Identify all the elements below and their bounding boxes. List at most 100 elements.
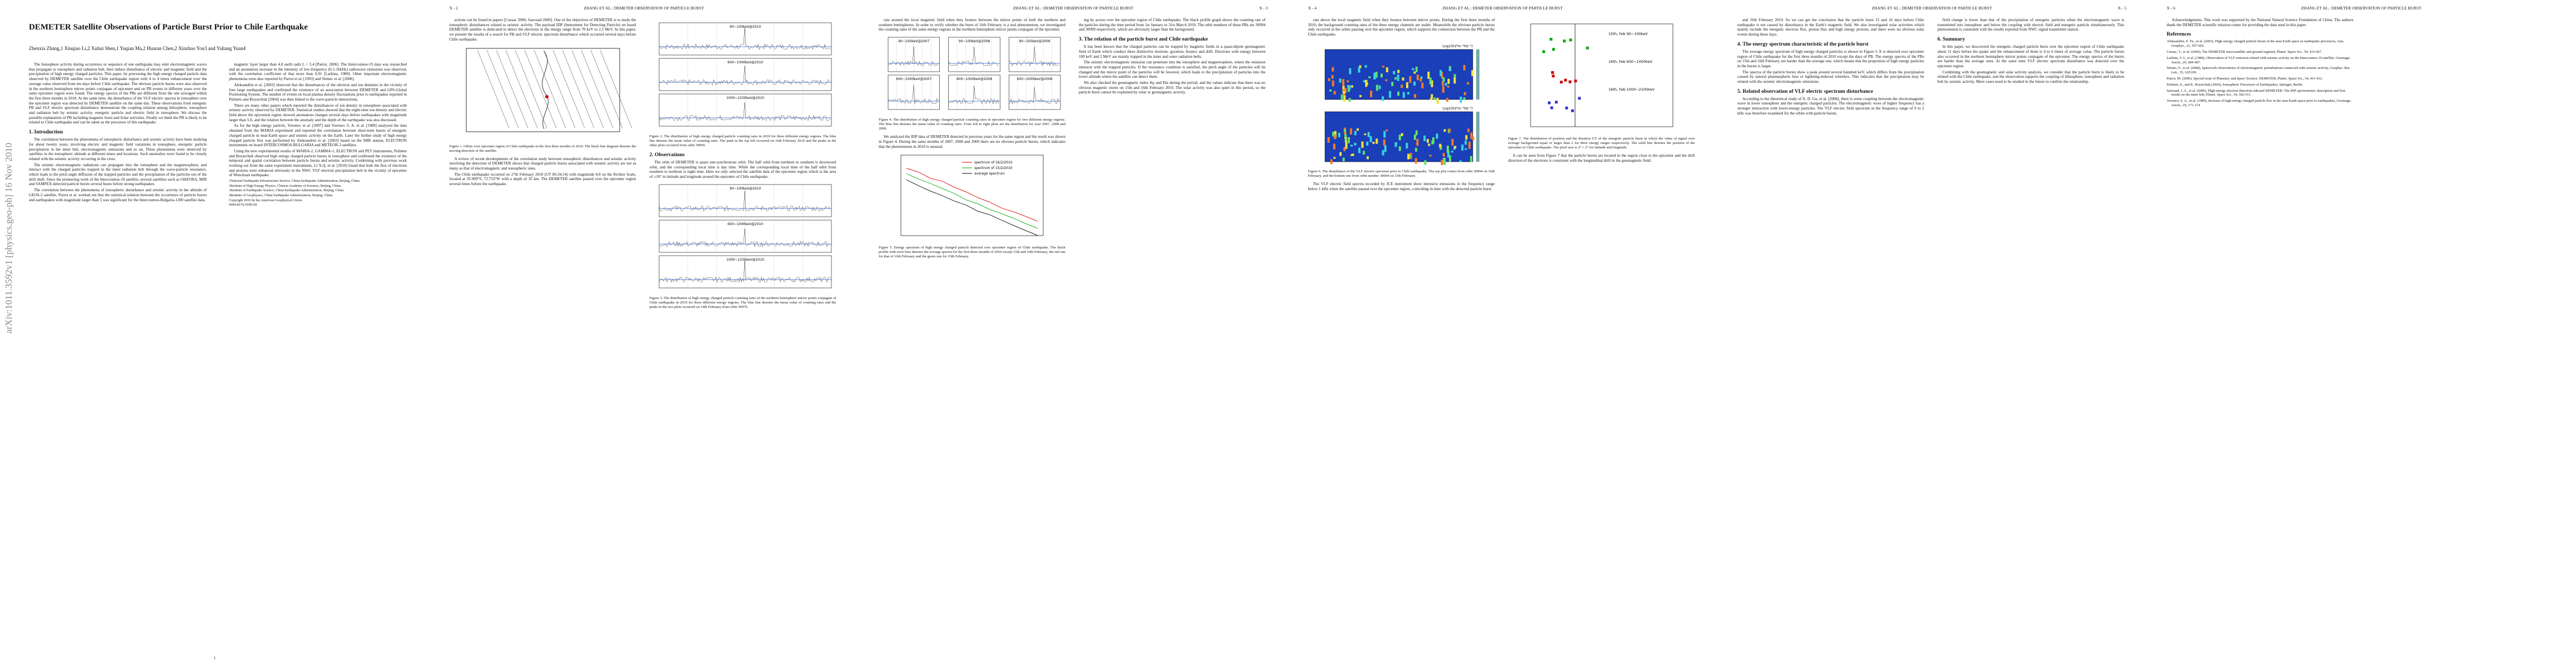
count-rate [659,260,830,283]
figure: 90~100keV@2007 90~100keV@2008 90~100keV@20… [879,36,1065,131]
figure: Log10(V²m⁻²Hz⁻¹) Log10(V²m⁻²Hz⁻¹) Figure 6… [1308,41,1495,178]
paragraph: actions can be found in papers [Cussac 2… [449,18,636,42]
spectrogram-cell [1442,153,1445,157]
count-rate [659,190,830,212]
spectrogram-cell [1394,77,1397,79]
spectrogram-cell [1429,155,1432,157]
spectrogram-cell [1373,72,1376,79]
spectrogram-cell [1453,74,1456,79]
spectrogram-cell [1342,157,1345,162]
spectrogram-cell [1416,74,1419,81]
spectrogram-cell [1347,85,1349,87]
paragraph: The seismic electromagnetic radiations c… [29,162,207,187]
panel-label: 1000~2100keV@2010 [726,96,764,100]
orbit-track [571,49,604,128]
spectrogram-cell [1459,160,1462,162]
spectrogram-cell [1448,67,1451,71]
count-rate [948,47,999,66]
spectrogram-cell [1468,141,1471,149]
paragraph: magnetic layer larger than 4.8 earth rad… [229,62,407,82]
footnote: 1National Earthquake Infrastructure Serv… [229,179,361,183]
paragraph: The correlation between the phenomena of… [29,137,207,161]
spectrogram-cell [1438,143,1441,148]
spectrogram-cell [1392,71,1395,74]
spectrogram-cell [1448,128,1451,132]
spectrogram-cell [1344,132,1347,135]
reference: Pulinets, S., and K. Boyarchuk (2004), I… [2166,82,2303,87]
paragraph: According to the theoretical study of X.… [1737,96,1924,116]
burst-pixel [1568,38,1572,42]
figure-caption: Figure 2. The distribution of high energ… [649,135,836,147]
spectrogram-cell [1330,159,1333,165]
spectrogram-cell [1388,91,1391,98]
spectrogram-cell [1441,76,1443,79]
spectrogram-cell [1349,128,1352,135]
reference: Sauvaud, J. A., et al. (2006), High-ener… [2166,88,2345,97]
count-rate [659,28,830,50]
orbit-track [562,49,594,128]
paragraph: The seismic electromagnetic emission can… [1079,60,1265,79]
paragraph: The orbit of DEMETER is quasi sun-synchr… [649,160,836,180]
spectrogram-cell [1343,129,1346,132]
panel-label: 90~100keV@2008 [959,39,990,43]
spectrogram-cell [1333,143,1336,150]
spectrogram-cell [1451,150,1453,153]
spectrogram-cell [1348,68,1351,74]
arxiv-id: arXiv:1011.3592v1 [physics.geo-ph] 16 No… [3,142,14,334]
burst-label: 15th, Feb 90~100keV [1608,32,1648,36]
burst-pixel [1551,74,1554,78]
count-rate [659,66,830,86]
spectrogram-cell [1461,144,1463,151]
spectrogram-cell [1333,157,1336,159]
burst-pixel [1568,80,1571,83]
panel-label: 90~100keV@2007 [898,39,930,43]
page: arXiv:1011.3592v1 [physics.geo-ph] 16 No… [0,0,429,667]
paragraph: field change is lower than that of the p… [1937,18,2124,32]
spectrogram-cell [1344,88,1347,93]
count-rate [659,102,830,121]
spectrogram-cell [1413,94,1416,98]
paragraph: In this paper, we discovered the energet… [1937,44,2124,68]
spectrogram-cell [1440,72,1443,77]
spectrogram-cell [1408,155,1411,158]
spectrogram-cell [1364,64,1367,68]
page-number: 1 [213,655,216,660]
spectrum-curve [906,168,1038,222]
orbit-track [600,49,632,128]
column: field change is lower than that of the p… [1937,18,2124,86]
spectrogram-cell [1364,79,1367,87]
paragraph: ing by across over the epicenter region … [1079,18,1265,32]
colorbar [1476,111,1479,162]
figure-caption: Figure 6. The disturbance of the VLF ele… [1308,169,1495,178]
spectrogram-cell [1333,134,1336,140]
spectrogram-cell [1447,78,1449,84]
figure: 90~100keV@2010 600~1000keV@2010 1000~2100k… [650,183,836,310]
figure: 15th, Feb 90~100keV 16th, Feb 600~1000keV… [1508,21,1695,150]
spectrogram-cell [1375,71,1378,78]
panel-label: 1000~2100keV@2010 [726,258,764,262]
panel-label: 90~100keV@2010 [729,187,761,191]
spectrogram-cell [1368,76,1371,78]
paragraph: Aleksandrin et al. [2003] observed that … [229,82,407,102]
spectrogram-cell [1463,64,1466,71]
spectrogram-cell [1414,148,1417,152]
spectrogram-cell [1343,95,1346,102]
spectrogram-cell [1405,142,1408,148]
reference: Nemec, F., et al. (2008), Spacecraft obs… [2166,66,2351,75]
column: 15th, Feb 90~100keV 16th, Feb 600~1000keV… [1508,18,1695,164]
spectrogram-cell [1347,137,1350,143]
burst-pixel [1573,79,1577,83]
reference: Parrot, M. (2006), Special issue of Plan… [2166,76,2323,81]
paragraph: rate around the local magnetic field whe… [879,18,1065,32]
spectrogram-cell [1471,70,1473,76]
figure-caption: Figure 4. The distribution of high energ… [879,118,1065,131]
orbit-track [590,49,622,128]
spectrogram-cell [1453,146,1456,148]
header-center: ZHANG ET AL.: DEMETER OBSERVATION OF PAR… [1871,6,1992,11]
spectrogram-cell [1409,76,1411,83]
spectrogram-cell [1363,133,1366,136]
spectrogram-cell [1372,141,1374,144]
spectrogram-cell [1470,132,1472,139]
spectrum-curve [906,180,1038,236]
figure: 90~100keV@2010 600~1000keV@2010 1000~2100k… [650,21,836,148]
